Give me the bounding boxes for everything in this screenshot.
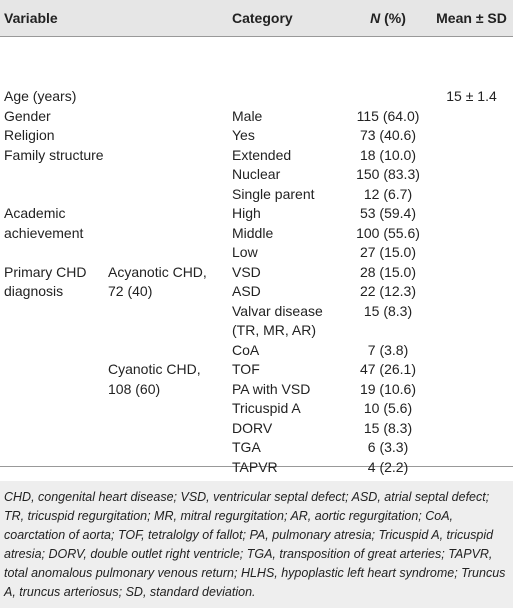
- n-cell: 19 (10.6): [359, 380, 417, 397]
- table-row: Religion Yes 73 (40.6): [0, 126, 513, 146]
- table-row: ASD 22 (12.3): [0, 282, 513, 302]
- variable-cell: Age (years): [4, 88, 77, 104]
- n-cell: 22 (12.3): [359, 283, 417, 299]
- table-row: Valvar disease (TR, MR, AR) 15 (8.3): [0, 302, 513, 341]
- category-cell: CoA: [232, 341, 260, 358]
- n-cell: 73 (40.6): [359, 127, 417, 143]
- table-body: Age (years) 15 ± 1.4 Gender Male 115 (64.0) R…: [0, 37, 513, 514]
- table-row: Low 27 (15.0): [0, 243, 513, 263]
- table-row: TGA 6 (3.3): [0, 438, 513, 458]
- category-cell: Tricuspid A: [232, 400, 301, 416]
- n-cell: 15 (8.3): [363, 302, 413, 319]
- table-row: Tricuspid A 10 (5.6): [0, 399, 513, 419]
- table-row: Gender Male 115 (64.0): [0, 107, 513, 127]
- header-category: Category: [232, 10, 293, 26]
- table-row: Age (years) 15 ± 1.4: [0, 87, 513, 107]
- category-cell: High: [232, 205, 261, 221]
- n-cell: 7 (3.8): [367, 341, 409, 358]
- category-cell: TAPVR: [232, 458, 278, 475]
- header-n: N (%): [338, 10, 438, 26]
- n-cell: 100 (55.6): [356, 224, 420, 241]
- footnote: CHD, congenital heart disease; VSD, vent…: [0, 481, 513, 608]
- n-cell: 6 (3.3): [367, 439, 409, 455]
- subgroup-cell: Acyanotic CHD, 72 (40): [108, 263, 207, 300]
- n-cell: 115 (64.0): [356, 107, 420, 124]
- category-cell: DORV: [232, 419, 273, 436]
- table-row: DORV 15 (8.3): [0, 419, 513, 439]
- n-cell: 28 (15.0): [359, 263, 417, 280]
- header-variable: Variable: [4, 10, 58, 26]
- header-pct: (%): [380, 10, 406, 26]
- table-row: Family structure Extended 18 (10.0): [0, 146, 513, 166]
- n-cell: 10 (5.6): [363, 400, 413, 416]
- category-cell: Nuclear: [232, 166, 281, 182]
- category-cell: TGA: [232, 439, 261, 455]
- table-row: Middle 100 (55.6): [0, 224, 513, 244]
- variable-cell: Primary CHD diagnosis: [4, 263, 87, 300]
- table-row: Cyanotic CHD, 108 (60) TOF 47 (26.1): [0, 360, 513, 397]
- n-cell: 18 (10.0): [359, 146, 417, 163]
- table-row: Nuclear 150 (83.3): [0, 165, 513, 185]
- header-mean: Mean ± SD: [436, 10, 507, 26]
- variable-cell: Gender: [4, 107, 51, 124]
- category-cell: VSD: [232, 263, 261, 280]
- category-cell: Low: [232, 244, 258, 260]
- category-cell: ASD: [232, 283, 261, 299]
- n-cell: 15 (8.3): [363, 419, 413, 436]
- n-cell: 4 (2.2): [367, 458, 409, 475]
- n-cell: 27 (15.0): [359, 244, 417, 260]
- category-cell: Middle: [232, 224, 274, 241]
- table-row: Academic achievement High 53 (59.4): [0, 204, 513, 241]
- category-cell: PA with VSD: [232, 380, 311, 397]
- n-cell: 12 (6.7): [363, 185, 413, 202]
- category-cell: Yes: [232, 127, 255, 143]
- category-cell: TOF: [232, 361, 260, 377]
- n-cell: 47 (26.1): [359, 361, 417, 377]
- header-n-symbol: N: [370, 10, 381, 26]
- n-cell: 150 (83.3): [356, 166, 420, 182]
- n-cell: 53 (59.4): [359, 205, 417, 221]
- table-header: Variable Category N (%) Mean ± SD: [0, 0, 513, 37]
- subgroup-cell: Cyanotic CHD, 108 (60): [108, 361, 201, 397]
- category-cell: Single parent: [232, 185, 315, 202]
- table-row: TAPVR 4 (2.2): [0, 458, 513, 478]
- table-row: CoA 7 (3.8): [0, 341, 513, 361]
- category-cell: Male: [232, 107, 263, 124]
- table-row: Single parent 12 (6.7): [0, 185, 513, 205]
- table-row: Primary CHD diagnosis Acyanotic CHD, 72 (…: [0, 263, 513, 300]
- variable-cell: Family structure: [4, 146, 104, 163]
- variable-cell: Religion: [4, 127, 55, 143]
- category-cell: Valvar disease (TR, MR, AR): [232, 302, 323, 339]
- variable-cell: Academic achievement: [4, 205, 84, 241]
- table-row: PA with VSD 19 (10.6): [0, 380, 513, 400]
- category-cell: Extended: [232, 146, 292, 163]
- mean-cell: 15 ± 1.4: [446, 88, 497, 104]
